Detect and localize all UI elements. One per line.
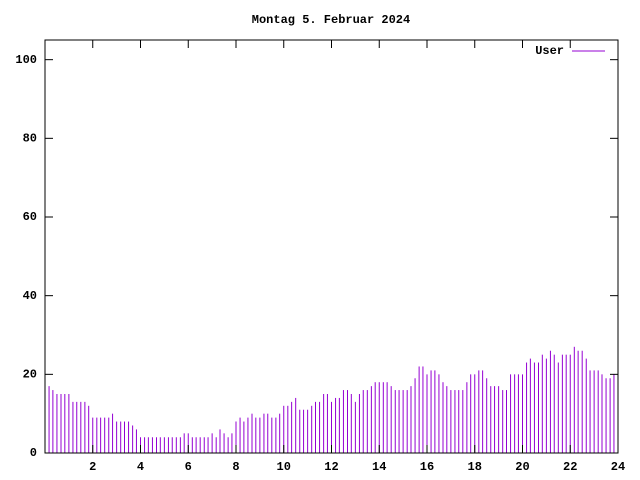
chart-title: Montag 5. Februar 2024 <box>252 13 410 27</box>
y-tick-label: 100 <box>15 53 37 67</box>
y-tick-label: 0 <box>30 446 37 460</box>
y-tick-label: 40 <box>23 289 37 303</box>
x-tick-label: 16 <box>420 460 434 474</box>
y-tick-label: 80 <box>23 132 37 146</box>
legend-label: User <box>535 44 564 58</box>
y-tick-label: 60 <box>23 210 37 224</box>
x-tick-label: 8 <box>232 460 239 474</box>
x-tick-label: 18 <box>468 460 482 474</box>
x-tick-label: 14 <box>372 460 386 474</box>
x-tick-label: 4 <box>137 460 144 474</box>
x-tick-label: 6 <box>185 460 192 474</box>
x-tick-label: 12 <box>324 460 338 474</box>
x-tick-label: 10 <box>277 460 291 474</box>
x-tick-label: 22 <box>563 460 577 474</box>
plot-border <box>44 39 619 454</box>
x-tick-label: 2 <box>89 460 96 474</box>
y-tick-label: 20 <box>23 368 37 382</box>
x-tick-label: 20 <box>515 460 529 474</box>
x-tick-label: 24 <box>611 460 625 474</box>
